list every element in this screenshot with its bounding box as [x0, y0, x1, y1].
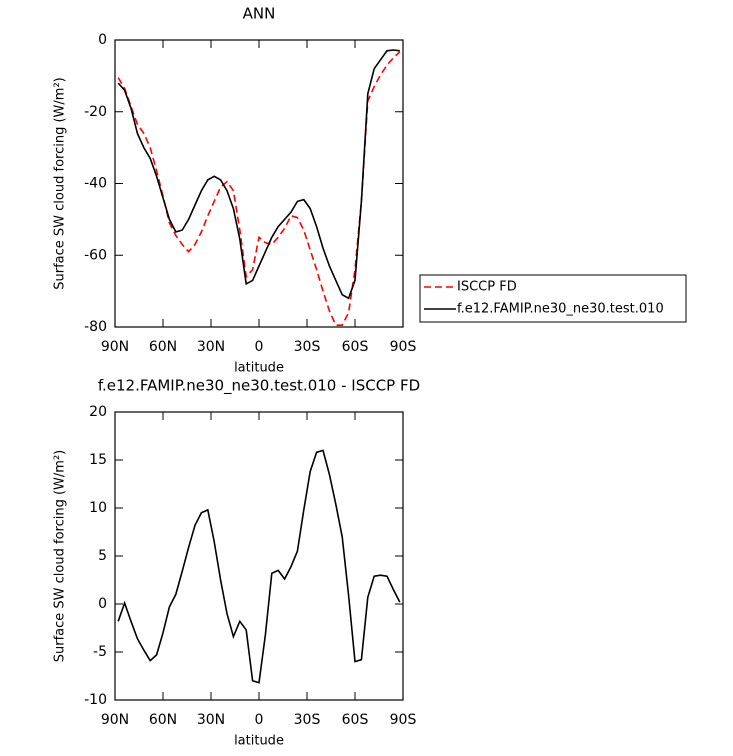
x-tick-label: 60N	[149, 712, 177, 728]
series-line	[117, 49, 400, 300]
x-axis-label: latitude	[234, 734, 284, 749]
x-tick-label: 0	[255, 339, 264, 355]
y-tick-label: -20	[84, 104, 107, 120]
x-axis-label: latitude	[234, 361, 284, 376]
x-tick-label: 90N	[101, 712, 129, 728]
plot-frame	[114, 411, 404, 701]
x-tick-label: 90S	[390, 339, 417, 355]
y-tick-label: 0	[98, 32, 107, 48]
x-tick-label: 30N	[197, 712, 225, 728]
y-axis-label: Surface SW cloud forcing (W/m²)	[53, 450, 68, 662]
y-tick-label: 15	[89, 452, 107, 468]
x-tick-label: 0	[255, 712, 264, 728]
y-tick-label: -5	[93, 644, 107, 660]
y-tick-label: -10	[84, 692, 107, 708]
x-tick-label: 90S	[390, 712, 417, 728]
legend-box	[419, 274, 687, 323]
y-tick-label: -80	[84, 319, 107, 335]
y-tick-label: 10	[89, 500, 107, 516]
x-tick-label: 90N	[101, 339, 129, 355]
x-tick-label: 60S	[342, 339, 369, 355]
chart-title: f.e12.FAMIP.ne30_ne30.test.010 - ISCCP F…	[98, 377, 420, 396]
x-tick-label: 30S	[294, 339, 321, 355]
legend-label: ISCCP FD	[457, 280, 517, 295]
x-tick-label: 60N	[149, 339, 177, 355]
y-tick-label: 0	[98, 596, 107, 612]
x-tick-label: 30N	[197, 339, 225, 355]
y-tick-label: -60	[84, 247, 107, 263]
y-tick-label: -40	[84, 176, 107, 192]
series-line	[117, 449, 401, 684]
y-axis-label: Surface SW cloud forcing (W/m²)	[53, 77, 68, 289]
legend-label: f.e12.FAMIP.ne30_ne30.test.010	[457, 302, 664, 317]
x-tick-label: 60S	[342, 712, 369, 728]
chart-title: ANN	[243, 5, 276, 23]
y-tick-label: 20	[89, 404, 107, 420]
y-tick-label: 5	[98, 548, 107, 564]
x-tick-label: 30S	[294, 712, 321, 728]
